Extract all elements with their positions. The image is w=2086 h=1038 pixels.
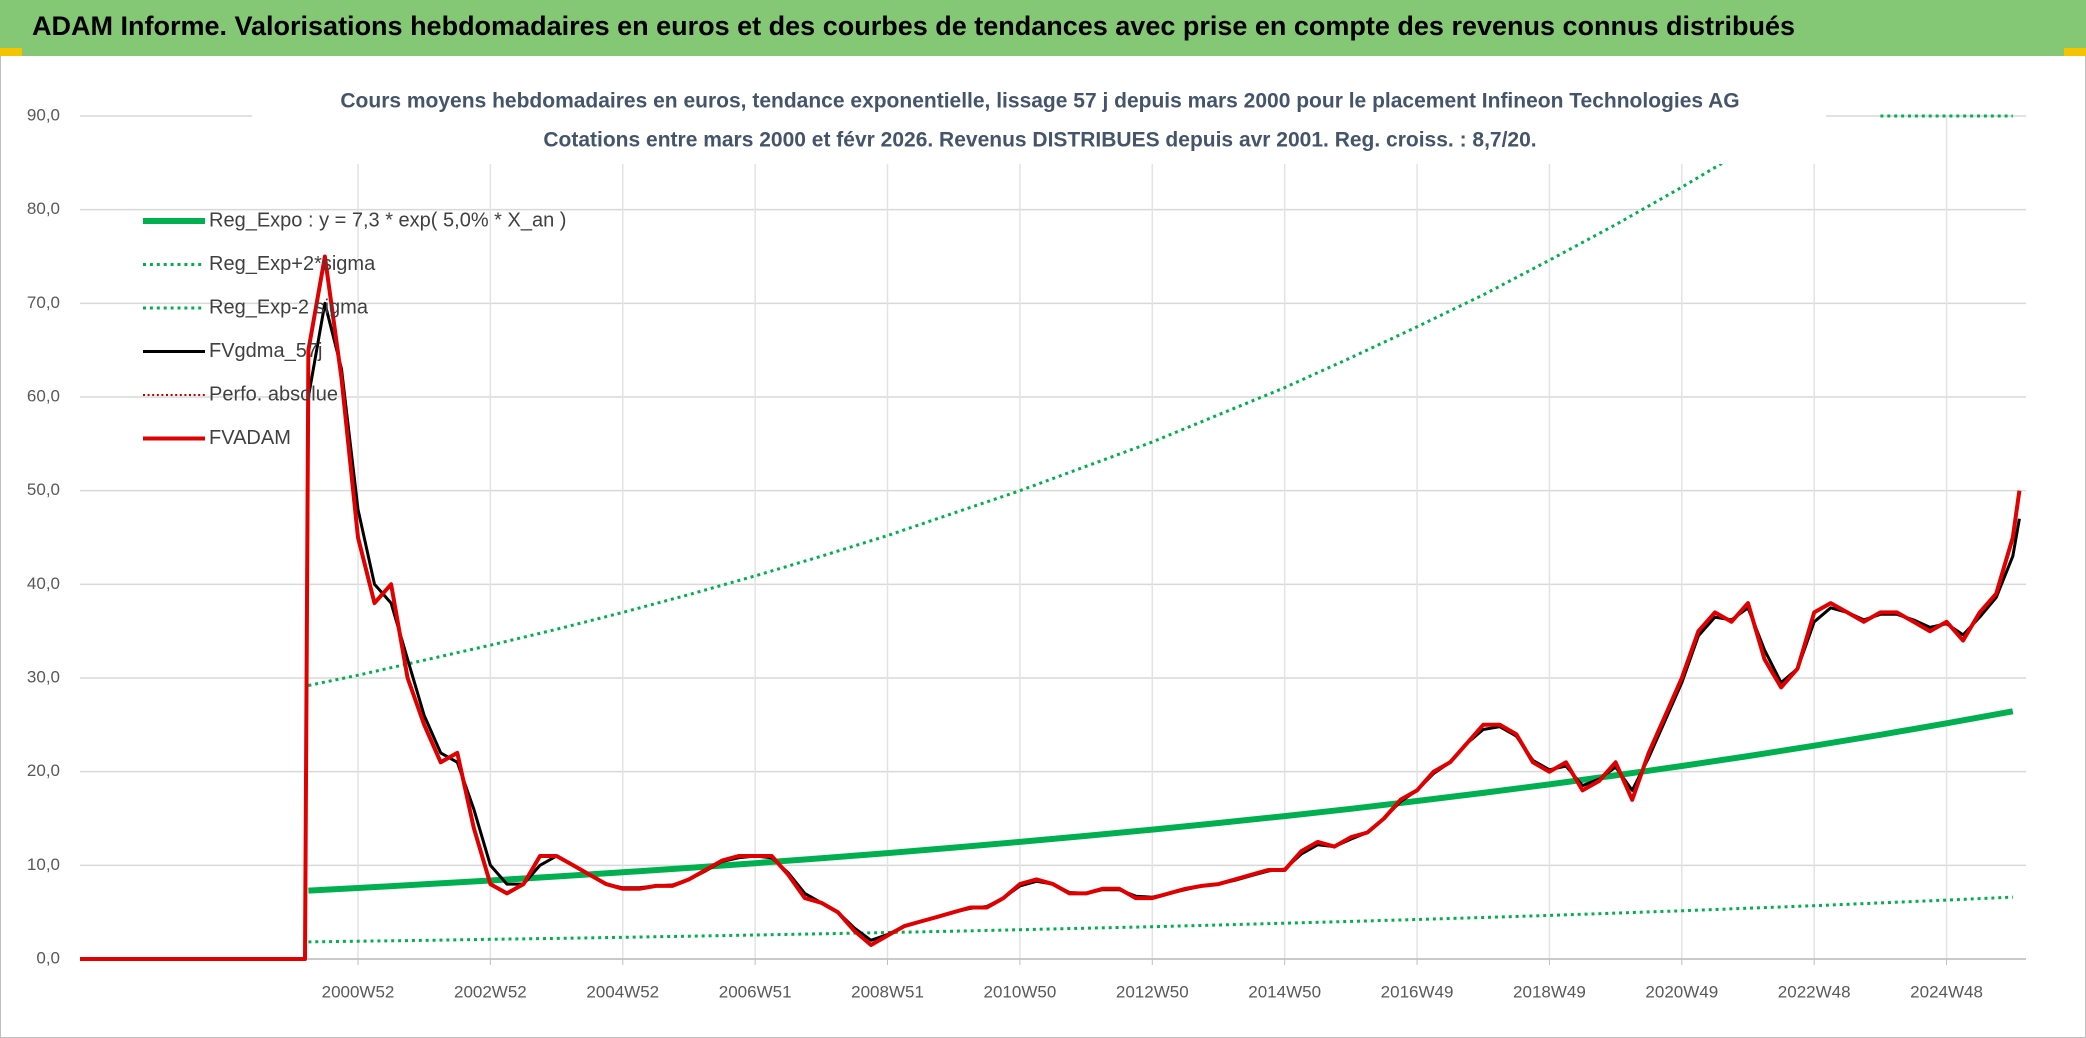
legend-label: FVgdma_57j bbox=[209, 340, 322, 362]
page-title: ADAM Informe. Valorisations hebdomadaire… bbox=[32, 11, 1795, 41]
y-tick-label: 40,0 bbox=[27, 574, 60, 593]
series-line bbox=[308, 895, 2013, 944]
y-tick-label: 10,0 bbox=[27, 855, 60, 874]
x-tick-label: 2006W51 bbox=[719, 982, 792, 1001]
y-tick-label: 50,0 bbox=[27, 480, 60, 499]
y-tick-label: 30,0 bbox=[27, 667, 60, 686]
x-tick-label: 2000W52 bbox=[322, 982, 395, 1001]
chart-subtitle: Cotations entre mars 2000 et févr 2026. … bbox=[543, 129, 1536, 152]
x-tick-label: 2004W52 bbox=[586, 982, 659, 1001]
x-tick-label: 2016W49 bbox=[1381, 982, 1454, 1001]
x-tick-label: 2002W52 bbox=[454, 982, 527, 1001]
series-line bbox=[308, 708, 2014, 894]
x-tick-label: 2008W51 bbox=[851, 982, 924, 1001]
y-tick-label: 80,0 bbox=[27, 199, 60, 218]
y-tick-label: 0,0 bbox=[36, 948, 60, 967]
chart-title: Cours moyens hebdomadaires en euros, ten… bbox=[340, 90, 1739, 113]
title-box bbox=[252, 76, 1826, 164]
y-tick-label: 60,0 bbox=[27, 386, 60, 405]
legend-label: Perfo. absolue bbox=[209, 383, 338, 405]
x-tick-label: 2020W49 bbox=[1645, 982, 1718, 1001]
legend-label: FVADAM bbox=[209, 427, 291, 449]
x-tick-label: 2018W49 bbox=[1513, 982, 1586, 1001]
x-tick-label: 2022W48 bbox=[1778, 982, 1851, 1001]
x-tick-label: 2024W48 bbox=[1910, 982, 1983, 1001]
corner-mark bbox=[0, 48, 22, 56]
corner-mark bbox=[2064, 48, 2086, 56]
y-tick-label: 90,0 bbox=[27, 105, 60, 124]
series-line bbox=[80, 254, 2022, 961]
legend-label: Reg_Exp+2*sigma bbox=[209, 253, 376, 275]
legend-label: Reg_Expo : y = 7,3 * exp( 5,0% * X_an ) bbox=[209, 209, 566, 231]
x-tick-label: 2010W50 bbox=[984, 982, 1057, 1001]
y-tick-label: 70,0 bbox=[27, 293, 60, 312]
header-bar bbox=[0, 0, 2086, 56]
x-tick-label: 2012W50 bbox=[1116, 982, 1189, 1001]
legend-label: Reg_Exp-2 sigma bbox=[209, 296, 369, 318]
y-tick-label: 20,0 bbox=[27, 761, 60, 780]
x-tick-label: 2014W50 bbox=[1248, 982, 1321, 1001]
